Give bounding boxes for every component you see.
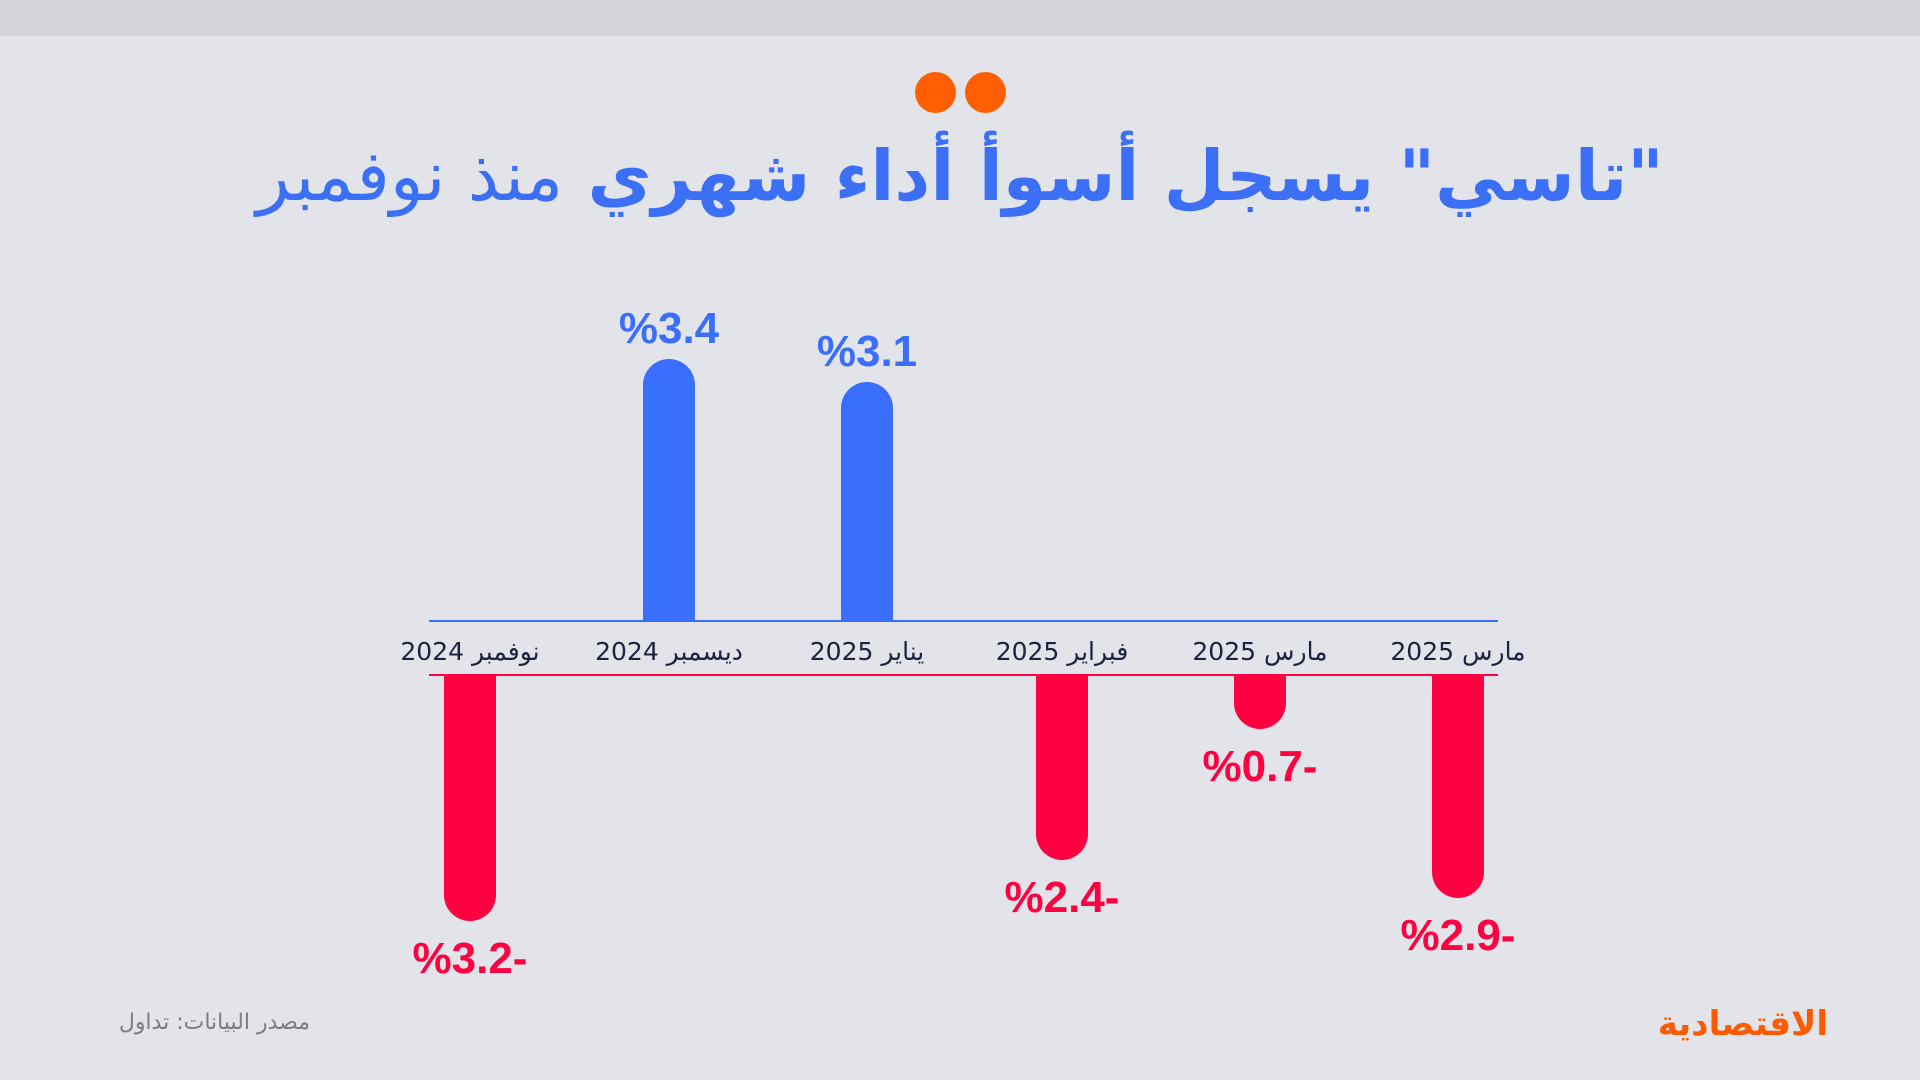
bar-value-label: %3.4: [618, 304, 720, 354]
chart-bar: [444, 675, 496, 922]
chart-bar: [841, 382, 893, 621]
bar-value-label: %3.1: [816, 327, 918, 377]
negative-axis-line: [429, 674, 1498, 676]
bar-value-label: %0.7-: [1202, 741, 1318, 791]
chart-bar: [1234, 675, 1286, 729]
x-axis-label: ديسمبر 2024: [595, 637, 743, 666]
page-title: "تاسي" يسجل أسوأ أداء شهري منذ نوفمبر: [200, 126, 1720, 226]
chart-bar: [1036, 675, 1088, 860]
bar-value-label: %3.2-: [412, 934, 528, 984]
x-axis-label: فبراير 2025: [995, 637, 1129, 666]
x-axis-label: مارس 2025: [1192, 637, 1328, 666]
positive-axis-line: [429, 620, 1498, 622]
title-light-part: منذ نوفمبر: [256, 135, 564, 217]
brand-logo: الاقتصادية: [1657, 1004, 1828, 1044]
bar-value-label: %2.4-: [1004, 872, 1120, 922]
title-bold-part: "تاسي" يسجل أسوأ أداء شهري: [587, 135, 1664, 217]
top-band: [0, 0, 1920, 36]
accent-dot: [915, 72, 956, 113]
accent-dot: [965, 72, 1006, 113]
quote-dots-icon: [915, 72, 1006, 113]
x-axis-label: مارس 2025: [1390, 637, 1526, 666]
bar-value-label: %2.9-: [1400, 911, 1516, 961]
chart-bar: [1432, 675, 1484, 899]
x-axis-label: يناير 2025: [809, 637, 925, 666]
chart-bar: [643, 359, 695, 621]
data-source: مصدر البيانات: تداول: [118, 1010, 310, 1035]
x-axis-label: نوفمبر 2024: [400, 637, 540, 666]
